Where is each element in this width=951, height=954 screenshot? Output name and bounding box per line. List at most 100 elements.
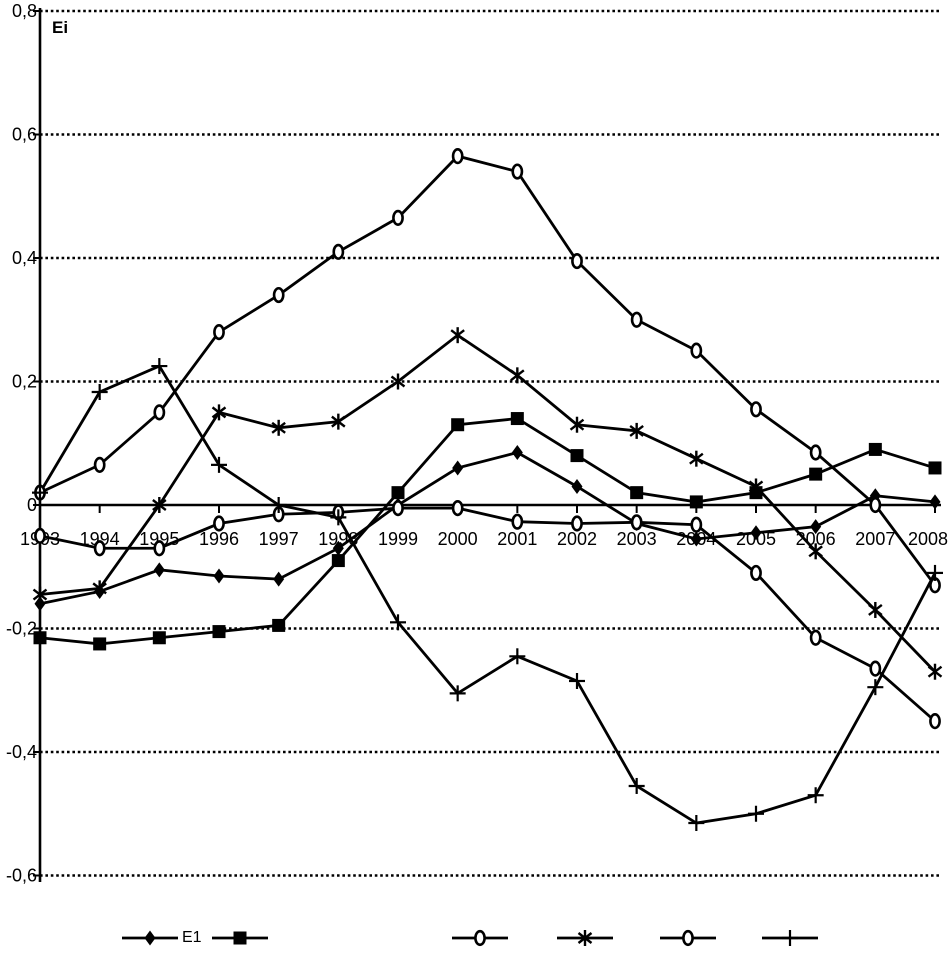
diamond-marker bbox=[690, 531, 702, 547]
circle-marker bbox=[392, 499, 404, 517]
square-marker bbox=[233, 931, 247, 945]
square-marker bbox=[928, 461, 942, 475]
diamond-marker bbox=[929, 494, 941, 510]
legend-item-E1: E1 bbox=[122, 925, 202, 951]
asterisk-marker bbox=[868, 601, 883, 618]
plus-marker bbox=[927, 564, 943, 581]
circle-marker bbox=[153, 404, 166, 421]
series-line-circle-4 bbox=[39, 506, 936, 723]
circle-marker bbox=[93, 540, 106, 557]
square-marker bbox=[152, 631, 166, 645]
legend-item-plus-5 bbox=[762, 925, 822, 951]
circle-marker bbox=[451, 499, 464, 517]
x-tick-label: 2008 bbox=[908, 529, 948, 549]
asterisk-marker bbox=[927, 663, 943, 680]
x-tick-label: 2001 bbox=[497, 529, 537, 549]
circle-marker bbox=[511, 513, 524, 530]
y-tick-label: 0,2 bbox=[12, 372, 37, 392]
asterisk-marker bbox=[152, 497, 167, 513]
square-marker bbox=[809, 467, 823, 481]
asterisk-marker bbox=[577, 930, 593, 946]
plus-marker bbox=[628, 777, 645, 794]
plus-marker bbox=[569, 672, 585, 689]
series-line-E1 bbox=[39, 451, 936, 606]
plus-marker bbox=[270, 497, 287, 513]
circle-marker bbox=[392, 209, 404, 226]
circle-marker bbox=[690, 516, 703, 533]
chart-legend: E1 bbox=[0, 925, 951, 953]
circle-marker bbox=[682, 929, 694, 947]
diamond-marker bbox=[144, 930, 156, 946]
plus-marker bbox=[32, 484, 48, 501]
legend-circle-icon bbox=[660, 929, 716, 947]
diamond-marker bbox=[153, 562, 165, 578]
y-tick-label: 0,8 bbox=[12, 1, 37, 21]
diamond-marker bbox=[452, 460, 464, 476]
plus-marker bbox=[330, 509, 347, 526]
circle-marker bbox=[571, 252, 583, 270]
plus-marker bbox=[91, 383, 108, 400]
legend-item-circle-4 bbox=[660, 925, 720, 951]
y-tick-label: 0,6 bbox=[12, 125, 37, 145]
x-tick-label: 2007 bbox=[855, 529, 895, 549]
circle-marker bbox=[213, 515, 225, 532]
circle-marker bbox=[93, 456, 106, 473]
circle-marker bbox=[630, 514, 643, 531]
legend-square-icon bbox=[212, 931, 268, 945]
plus-marker bbox=[151, 358, 168, 375]
circle-marker bbox=[929, 713, 941, 730]
circle-marker bbox=[869, 496, 882, 514]
circle-marker bbox=[34, 527, 46, 544]
circle-marker bbox=[809, 629, 822, 646]
circle-marker bbox=[750, 401, 762, 418]
x-tick-label: 1999 bbox=[378, 529, 418, 549]
asterisk-marker bbox=[629, 422, 644, 439]
plus-marker bbox=[390, 614, 406, 631]
legend-item-asterisk-3 bbox=[557, 925, 617, 951]
series-markers-circle-2 bbox=[34, 148, 941, 594]
plus-marker bbox=[867, 679, 884, 696]
diamond-marker bbox=[213, 568, 225, 584]
legend-diamond-icon bbox=[122, 930, 178, 946]
square-marker bbox=[630, 486, 644, 500]
y-tick-label: 0 bbox=[27, 495, 37, 515]
plus-marker bbox=[211, 456, 227, 473]
asterisk-marker bbox=[808, 543, 823, 560]
legend-asterisk-icon bbox=[557, 930, 613, 946]
y-tick-label: -0,2 bbox=[6, 619, 37, 639]
x-tick-label: 1997 bbox=[259, 529, 299, 549]
asterisk-marker bbox=[331, 413, 346, 430]
asterisk-marker bbox=[748, 478, 764, 495]
circle-marker bbox=[213, 324, 225, 341]
x-tick-label: 2000 bbox=[438, 529, 478, 549]
square-marker bbox=[391, 486, 405, 500]
square-marker bbox=[33, 631, 47, 645]
asterisk-marker bbox=[510, 367, 525, 384]
plus-marker bbox=[509, 648, 526, 665]
diamond-marker bbox=[810, 519, 822, 535]
legend-label: E1 bbox=[182, 929, 202, 946]
circle-marker bbox=[690, 342, 703, 359]
y-tick-label: -0,6 bbox=[6, 866, 37, 886]
circle-marker bbox=[272, 286, 285, 304]
square-marker bbox=[451, 418, 465, 432]
series-markers-plus-5 bbox=[32, 358, 943, 832]
asterisk-marker bbox=[32, 586, 48, 603]
x-tick-label: 2002 bbox=[557, 529, 597, 549]
circle-marker bbox=[474, 929, 486, 947]
circle-marker bbox=[332, 243, 345, 260]
y-tick-label: 0,4 bbox=[12, 248, 37, 268]
plus-marker bbox=[782, 930, 798, 946]
square-marker bbox=[570, 449, 584, 463]
asterisk-marker bbox=[450, 327, 465, 344]
diamond-marker bbox=[571, 478, 583, 494]
circle-marker bbox=[809, 444, 822, 461]
legend-circle-icon bbox=[452, 929, 508, 947]
asterisk-marker bbox=[211, 404, 227, 421]
square-marker bbox=[689, 495, 703, 509]
asterisk-marker bbox=[689, 450, 704, 467]
x-tick-label: 1996 bbox=[199, 529, 239, 549]
circle-marker bbox=[750, 564, 762, 582]
